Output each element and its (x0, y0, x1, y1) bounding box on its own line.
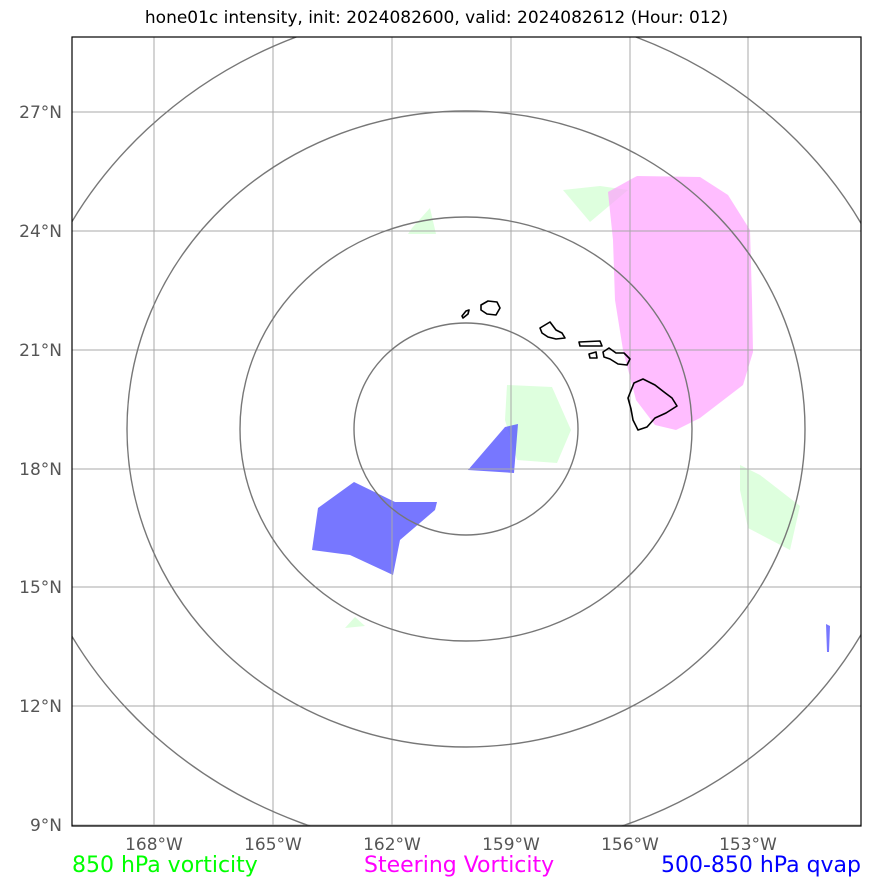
plot-frame (71, 36, 862, 827)
lon-tick-label: 168°W (125, 835, 183, 850)
island-maui (602, 347, 631, 366)
qvap-area (468, 424, 518, 473)
lat-tick-label: 12°N (19, 697, 62, 717)
steering-vorticity-area (608, 176, 753, 430)
lat-tick-label: 9°N (30, 816, 62, 836)
legend-850-vorticity: 850 hPa vorticity (72, 853, 258, 878)
lat-tick-label: 21°N (19, 341, 62, 361)
island-kauai (480, 300, 501, 316)
legend-steering-vorticity: Steering Vorticity (364, 853, 555, 878)
map-figure: 27°N 24°N 21°N 18°N 15°N 12°N 9°N 168°W … (19, 36, 862, 850)
range-ring (353, 322, 579, 536)
range-rings (72, 37, 861, 826)
hawaiian-islands (461, 300, 678, 431)
vorticity-area (345, 617, 365, 628)
range-ring (72, 37, 861, 826)
vorticity-area (505, 385, 571, 463)
island-niihau (461, 309, 470, 319)
lat-tick-label: 24°N (19, 222, 62, 242)
lat-tick-label: 15°N (19, 578, 62, 598)
island-oahu (539, 321, 566, 340)
qvap-areas (312, 424, 830, 652)
lat-tick-label: 27°N (19, 103, 62, 123)
range-ring (126, 110, 806, 748)
island-lanai (588, 351, 598, 359)
lon-tick-label: 153°W (719, 835, 777, 850)
lon-tick-labels: 168°W 165°W 162°W 159°W 156°W 153°W (125, 835, 777, 850)
lon-tick-label: 159°W (482, 835, 540, 850)
lon-tick-label: 162°W (363, 835, 421, 850)
graticule (72, 37, 861, 826)
legend-qvap: 500-850 hPa qvap (660, 853, 861, 878)
island-hawaii (627, 378, 678, 431)
vorticity-area (740, 465, 800, 550)
range-ring (239, 216, 693, 642)
qvap-area (826, 624, 830, 652)
lon-tick-label: 156°W (601, 835, 659, 850)
map-title: hone01c intensity, init: 2024082600, val… (144, 8, 729, 28)
lat-tick-labels: 27°N 24°N 21°N 18°N 15°N 12°N 9°N (19, 103, 62, 836)
lat-tick-label: 18°N (19, 460, 62, 480)
qvap-area (312, 482, 437, 575)
lon-tick-label: 165°W (244, 835, 302, 850)
island-molokai (578, 340, 603, 347)
